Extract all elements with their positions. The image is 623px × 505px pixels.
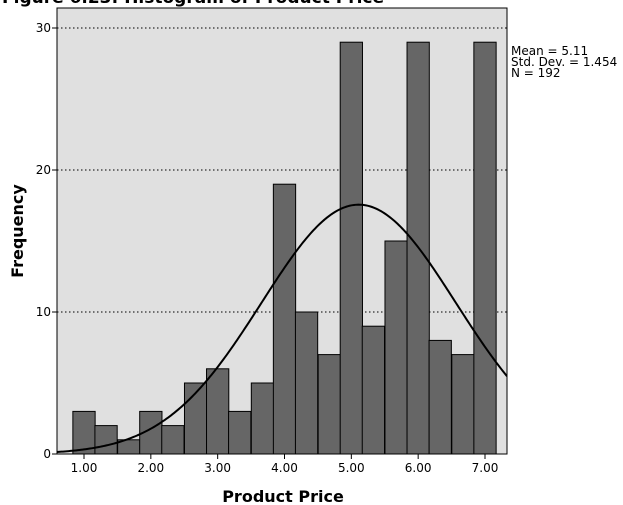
x-tick-label: 3.00: [204, 461, 231, 475]
histogram-bar: [294, 311, 319, 455]
y-tick-label: 10: [36, 305, 51, 319]
histogram-bar: [361, 325, 386, 455]
y-axis-label: Frequency: [8, 184, 27, 278]
y-tick-label: 0: [43, 447, 51, 461]
histogram-bar: [339, 41, 363, 455]
normal-curve-group: [57, 203, 507, 453]
y-axis-ticks: 0 10 20 30: [36, 21, 57, 461]
x-axis-label: Product Price: [222, 487, 344, 505]
histogram-bar: [94, 425, 118, 455]
y-tick-label: 20: [36, 163, 51, 177]
histogram-bar: [228, 410, 252, 455]
histogram-bar: [161, 425, 185, 455]
x-tick-label: 2.00: [137, 461, 164, 475]
x-tick-label: 6.00: [405, 461, 432, 475]
x-axis-ticks: 1.00 2.00 3.00 4.00 5.00 6.00 7.00: [71, 454, 499, 475]
x-tick-label: 4.00: [271, 461, 298, 475]
histogram-bar: [428, 339, 452, 455]
x-tick-label: 7.00: [472, 461, 499, 475]
histogram-bar: [250, 382, 275, 455]
histogram-bar: [317, 354, 341, 455]
chart-title: Figure 6.23: Histogram of Product Price: [2, 0, 384, 8]
stats-line: Mean = 5.11: [511, 44, 588, 58]
normal-curve: [57, 203, 507, 453]
histogram-bar: [206, 368, 230, 455]
histogram-bar: [384, 240, 408, 455]
histogram-bar: [451, 354, 475, 455]
stats-line: N = 192: [511, 66, 561, 80]
x-tick-label: 1.00: [71, 461, 98, 475]
y-tick-label: 30: [36, 21, 51, 35]
plot-frame: [56, 7, 508, 455]
histogram-bar: [272, 183, 297, 455]
x-tick-label: 5.00: [338, 461, 365, 475]
stats-line: Std. Dev. = 1.454: [511, 55, 617, 69]
histogram-bar: [473, 41, 497, 455]
